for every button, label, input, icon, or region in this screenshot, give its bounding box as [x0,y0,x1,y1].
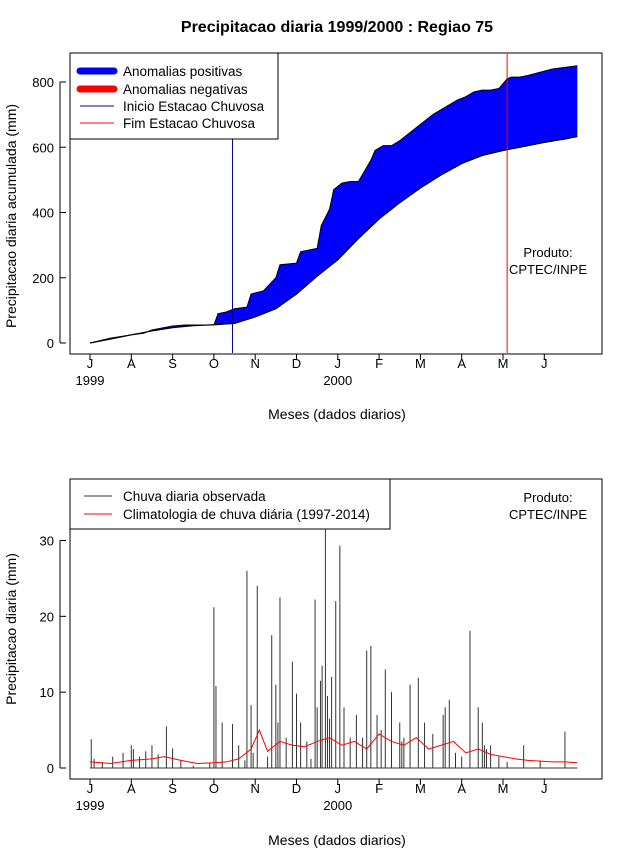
chart1-x-tick-label: M [415,356,426,371]
chart1-legend-label-end: Fim Estacao Chuvosa [123,116,256,131]
chart1-title: Precipitacao diaria 1999/2000 : Regiao 7… [181,19,493,36]
chart1-x-tick-label: M [498,356,509,371]
chart1-x-tick-label: J [335,356,342,371]
chart2-y-tick-label: 0 [47,761,54,776]
chart1-annotation-line1: Produto: [523,245,572,260]
chart2-plot-area [89,525,578,769]
chart1-y-tick-label: 600 [32,140,54,155]
chart2-x-tick-label: N [251,781,260,796]
chart2-y-tick-label: 30 [40,534,54,549]
chart1-x-tick-label: A [127,356,136,371]
chart1-legend-label-onset: Inicio Estacao Chuvosa [123,99,265,114]
chart2-year-label: 2000 [323,798,352,813]
chart2-legend: Chuva diaria observada Climatologia de c… [69,478,391,530]
chart2-x-tick-label: A [457,781,466,796]
chart1-x-tick-label: N [251,356,260,371]
chart1-y-tick-label: 200 [32,271,54,286]
chart1-plot-area [89,54,578,353]
chart2-ylabel: Precipitacao diaria (mm) [3,553,19,705]
chart1-y-tick-label: 400 [32,206,54,221]
chart2-x-tick-label: M [498,781,509,796]
chart1-year-label: 1999 [76,373,105,388]
chart1-legend-box [69,52,279,140]
chart2-x-tick-label: F [375,781,383,796]
chart1-ylabel: Precipitacao diaria acumulada (mm) [3,104,19,328]
chart1-annotation-line2: CPTEC/INPE [509,262,587,277]
chart2-x-tick-label: J [87,781,94,796]
chart1-y-tick-label: 800 [32,75,54,90]
chart1-legend-label-positive: Anomalias positivas [123,64,243,79]
chart1-year-label: 2000 [323,373,352,388]
chart2-y-tick-label: 10 [40,685,54,700]
chart1-xlabel: Meses (dados diarios) [268,406,406,422]
chart1-axes: 0 200 400 600 800 J A S O N D J F M A M J 1999 2000 [32,75,547,388]
chart2-legend-label-climatology: Climatologia de chuva diária (1997-2014) [123,507,370,522]
chart2-x-tick-label: A [127,781,136,796]
chart2-axes: 0 10 20 30 J A S O N D J F M A M J 1999 2000 [40,534,548,814]
chart2-x-tick-label: S [168,781,177,796]
chart2-legend-label-observed: Chuva diaria observada [123,489,266,504]
chart1-x-tick-label: A [457,356,466,371]
chart1-climatology-accumulated-line [89,135,578,344]
chart2-legend-box [69,478,391,530]
chart2-x-tick-label: M [415,781,426,796]
chart1-x-tick-label: O [209,356,219,371]
chart1-y-tick-label: 0 [47,336,54,351]
chart1-x-tick-label: S [168,356,177,371]
chart2-y-tick-label: 20 [40,609,54,624]
chart1-positive-anomaly-area [90,65,578,343]
chart2-annotation-line2: CPTEC/INPE [509,507,587,522]
chart2-year-label: 1999 [76,798,105,813]
chart2-xlabel: Meses (dados diarios) [268,832,406,848]
chart2-x-tick-label: J [541,781,548,796]
chart1-x-tick-label: J [541,356,548,371]
chart2-x-tick-label: J [335,781,342,796]
chart2-climatology-line [89,728,578,764]
chart2-annotation-line1: Produto: [523,490,572,505]
chart1-legend: Anomalias positivas Anomalias negativas … [69,52,279,140]
chart2-x-tick-label: D [292,781,301,796]
chart1-x-tick-label: J [87,356,94,371]
chart1-legend-label-negative: Anomalias negativas [123,82,248,97]
chart2-x-tick-label: O [209,781,219,796]
chart1-x-tick-label: D [292,356,301,371]
chart1-x-tick-label: F [375,356,383,371]
